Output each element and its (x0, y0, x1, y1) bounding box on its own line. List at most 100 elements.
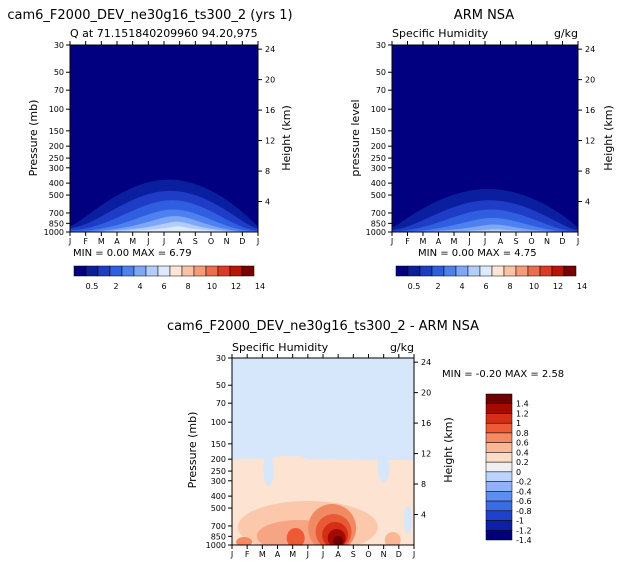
x-tick-label: D (559, 237, 565, 246)
colorbar-label: -1 (516, 517, 524, 526)
colorbar-swatch (241, 265, 255, 277)
x-tick-label: J (483, 237, 486, 246)
y2-tick-label: 8 (421, 480, 426, 489)
y-tick-label: 400 (371, 179, 386, 188)
y2-tick-label: 24 (265, 45, 275, 54)
colorbar-swatch (485, 413, 513, 424)
colorbar-label: 8 (507, 282, 512, 291)
y-tick-label: 500 (211, 504, 226, 513)
left-y2label: Height (km) (280, 105, 293, 171)
colorbar-label: 0.4 (516, 448, 529, 457)
colorbar-label: 6 (161, 282, 166, 291)
y-tick-label: 500 (371, 191, 386, 200)
x-tick-label: J (306, 550, 309, 559)
colorbar-swatch (467, 265, 481, 277)
y-tick-label: 250 (371, 154, 386, 163)
y-tick-label: 100 (211, 418, 226, 427)
colorbar-swatch (515, 265, 529, 277)
colorbar-swatch (485, 442, 513, 453)
colorbar-label: 0.2 (516, 458, 529, 467)
colorbar-label: -0.4 (516, 487, 532, 496)
colorbar-label: 8 (185, 282, 190, 291)
colorbar-label: 1 (516, 419, 521, 428)
contour-band (263, 454, 274, 486)
contour-band (392, 229, 578, 232)
x-tick-label: S (351, 550, 356, 559)
y-tick-label: 30 (54, 41, 64, 50)
colorbar-swatch (431, 265, 445, 277)
x-tick-label: A (275, 550, 281, 559)
x-tick-label: J (162, 237, 165, 246)
colorbar-swatch (485, 510, 513, 521)
y2-tick-label: 24 (421, 358, 431, 367)
x-tick-label: D (239, 237, 245, 246)
right-panel-subtitle-left: Specific Humidity (392, 27, 489, 40)
y-tick-label: 1000 (366, 228, 386, 237)
right-panel-minmax: MIN = 0.00 MAX = 4.75 (418, 248, 537, 259)
colorbar-label: 1.4 (516, 400, 529, 409)
y-tick-label: 400 (211, 492, 226, 501)
y-tick-label: 500 (49, 191, 64, 200)
y-tick-label: 1000 (44, 228, 64, 237)
colorbar-label: 2 (435, 282, 440, 291)
colorbar-swatch (121, 265, 135, 277)
y-tick-label: 70 (54, 86, 64, 95)
colorbar-swatch (485, 481, 513, 492)
diff-panel-subtitle-right: g/kg (390, 341, 414, 354)
x-tick-label: M (98, 237, 105, 246)
x-tick-label: J (576, 237, 579, 246)
y2-tick-label: 16 (265, 106, 275, 115)
right-y2label: Height (km) (602, 105, 615, 171)
y2-tick-label: 20 (265, 76, 275, 85)
colorbar-label: 4 (137, 282, 142, 291)
y-tick-label: 200 (211, 455, 226, 464)
colorbar-swatch (229, 265, 243, 277)
x-tick-label: A (436, 237, 442, 246)
x-tick-label: N (381, 550, 387, 559)
x-tick-label: O (528, 237, 534, 246)
y2-tick-label: 8 (265, 167, 270, 176)
colorbar-swatch (485, 452, 513, 463)
y2-tick-label: 4 (585, 198, 590, 207)
contour-band (403, 506, 412, 534)
x-tick-label: N (224, 237, 230, 246)
colorbar-swatch (443, 265, 457, 277)
colorbar-label: 1.2 (516, 409, 529, 418)
x-tick-label: M (289, 550, 296, 559)
colorbar-label: 2 (113, 282, 118, 291)
contour-band (70, 221, 258, 232)
right-panel-title: ARM NSA (454, 8, 514, 23)
left-panel-title: cam6_F2000_DEV_ne30g16_ts300_2 (yrs 1) (7, 8, 292, 23)
x-tick-label: J (146, 237, 149, 246)
contour-band (70, 226, 258, 232)
x-tick-label: J (256, 237, 259, 246)
colorbar-label: -1.4 (516, 536, 532, 545)
colorbar-swatch (485, 500, 513, 512)
colorbar-label: 14 (577, 282, 587, 291)
colorbar-swatch (109, 265, 123, 277)
x-tick-label: J (230, 550, 233, 559)
right-panel-subtitle-right: g/kg (554, 27, 578, 40)
y-tick-label: 30 (376, 41, 386, 50)
y-tick-label: 700 (371, 209, 386, 218)
y2-tick-label: 20 (421, 389, 431, 398)
y-tick-label: 150 (371, 127, 386, 136)
colorbar-swatch (97, 265, 111, 277)
colorbar-swatch (485, 530, 513, 541)
left-ylabel: Pressure (mb) (27, 100, 40, 177)
colorbar-label: 0.8 (516, 429, 529, 438)
colorbar-label: 0.6 (516, 439, 529, 448)
x-tick-label: N (544, 237, 550, 246)
contour-band (286, 528, 305, 545)
x-tick-label: A (177, 237, 183, 246)
colorbar-swatch (193, 265, 207, 277)
x-tick-label: J (412, 550, 415, 559)
y-tick-label: 300 (49, 164, 64, 173)
colorbar-swatch (527, 265, 541, 277)
colorbar-swatch (73, 265, 87, 277)
y-tick-label: 850 (49, 219, 64, 228)
y-tick-label: 850 (371, 219, 386, 228)
y-tick-label: 700 (211, 522, 226, 531)
colorbar-label: -0.6 (516, 497, 532, 506)
colorbar-swatch (491, 265, 505, 277)
